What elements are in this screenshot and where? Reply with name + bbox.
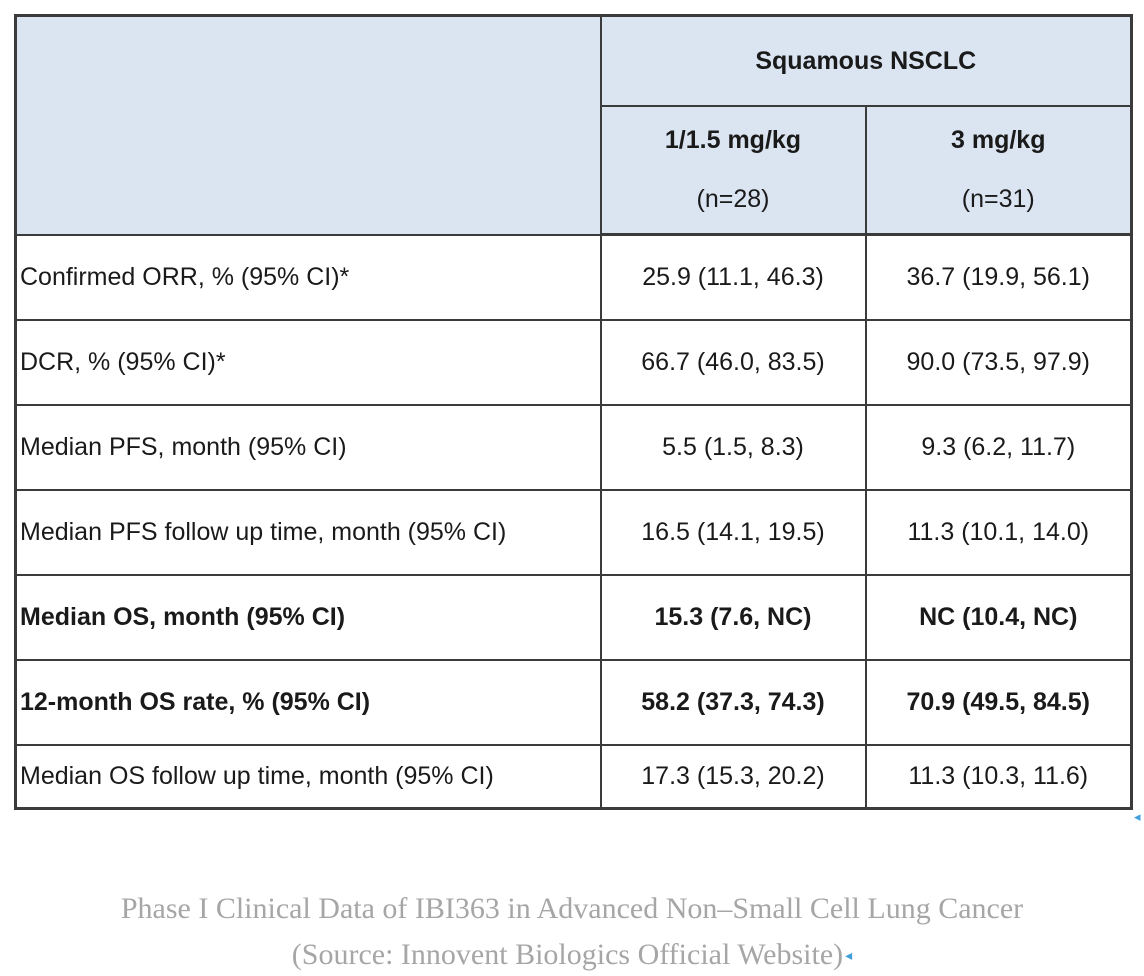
row-label: Median OS follow up time, month (95% CI) [14, 743, 602, 810]
caption-title-line: Phase I Clinical Data of IBI363 in Advan… [120, 892, 1024, 925]
dose-label: 1/1.5 mg/kg [664, 126, 802, 154]
row-label: Median PFS, month (95% CI) [14, 403, 602, 491]
cell-value: 36.7 (19.9, 56.1) [864, 233, 1133, 321]
cell-value: 70.9 (49.5, 84.5) [864, 658, 1133, 746]
dose-header-row: 1/1.5 mg/kg (n=28) 3 mg/kg (n=31) [16, 105, 1133, 236]
cell-value: 58.2 (37.3, 74.3) [599, 658, 867, 746]
cell-value: 25.9 (11.1, 46.3) [599, 233, 867, 321]
table-header: Squamous NSCLC 1/1.5 mg/kg (n=28) 3 mg/k… [14, 14, 1133, 236]
cell-value: 17.3 (15.3, 20.2) [599, 743, 867, 810]
table-row-12month-os-rate: 12-month OS rate, % (95% CI) 58.2 (37.3,… [14, 658, 1133, 746]
row-label: Confirmed ORR, % (95% CI)* [14, 233, 602, 321]
caption-source-text: (Source: Innovent Biologics Official Web… [291, 938, 844, 971]
dose-column-header-2: 3 mg/kg (n=31) [864, 105, 1133, 236]
cell-value: 11.3 (10.1, 14.0) [864, 488, 1133, 576]
caption-source-line: (Source: Innovent Biologics Official Web… [0, 932, 1144, 976]
cell-value: 11.3 (10.3, 11.6) [864, 743, 1133, 810]
dose-column-header-1: 1/1.5 mg/kg (n=28) [599, 105, 867, 236]
cell-value: NC (10.4, NC) [864, 573, 1133, 661]
table-row-dcr: DCR, % (95% CI)* 66.7 (46.0, 83.5) 90.0 … [14, 318, 1133, 406]
cell-value: 9.3 (6.2, 11.7) [864, 403, 1133, 491]
cell-value: 66.7 (46.0, 83.5) [599, 318, 867, 406]
group-header-row: Squamous NSCLC [14, 14, 1133, 236]
table-body: Confirmed ORR, % (95% CI)* 25.9 (11.1, 4… [14, 233, 1133, 810]
table-row-pfs-followup: Median PFS follow up time, month (95% CI… [14, 488, 1133, 576]
group-header-cell: Squamous NSCLC [599, 14, 1133, 107]
table-caption: Phase I Clinical Data of IBI363 in Advan… [0, 886, 1144, 976]
comment-anchor-icon: ◂ [845, 949, 853, 965]
row-label: DCR, % (95% CI)* [14, 318, 602, 406]
cell-value: 16.5 (14.1, 19.5) [599, 488, 867, 576]
table-row-orr: Confirmed ORR, % (95% CI)* 25.9 (11.1, 4… [14, 233, 1133, 321]
table-row-median-pfs: Median PFS, month (95% CI) 5.5 (1.5, 8.3… [14, 403, 1133, 491]
cell-value: 90.0 (73.5, 97.9) [864, 318, 1133, 406]
cell-value: 15.3 (7.6, NC) [599, 573, 867, 661]
row-label: Median OS, month (95% CI) [14, 573, 602, 661]
cell-value: 5.5 (1.5, 8.3) [599, 403, 867, 491]
n-label: (n=28) [696, 185, 770, 213]
row-label: Median PFS follow up time, month (95% CI… [14, 488, 602, 576]
table-row-os-followup: Median OS follow up time, month (95% CI)… [14, 743, 1133, 810]
comment-anchor-icon: ◂ [1134, 809, 1141, 824]
n-label: (n=31) [961, 185, 1035, 213]
empty-stub-cell [14, 14, 602, 236]
table-row-median-os: Median OS, month (95% CI) 15.3 (7.6, NC)… [14, 573, 1133, 661]
clinical-data-table: Squamous NSCLC 1/1.5 mg/kg (n=28) 3 mg/k… [14, 14, 1134, 810]
dose-label: 3 mg/kg [951, 126, 1046, 154]
row-label: 12-month OS rate, % (95% CI) [14, 658, 602, 746]
